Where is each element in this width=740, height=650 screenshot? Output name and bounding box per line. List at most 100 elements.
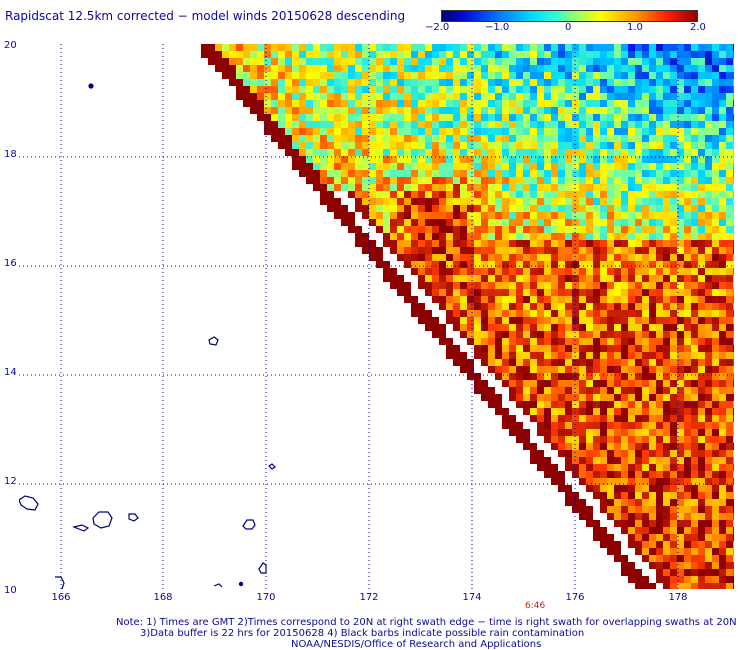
wind-cell bbox=[467, 268, 474, 275]
wind-cell bbox=[593, 121, 600, 128]
wind-cell bbox=[607, 79, 614, 86]
wind-cell bbox=[558, 177, 565, 184]
wind-cell bbox=[271, 58, 278, 65]
wind-cell bbox=[453, 184, 460, 191]
wind-cell bbox=[698, 436, 705, 443]
wind-cell bbox=[558, 79, 565, 86]
wind-cell bbox=[418, 191, 425, 198]
wind-cell bbox=[670, 394, 677, 401]
wind-cell bbox=[453, 58, 460, 65]
wind-cell bbox=[537, 345, 544, 352]
wind-cell bbox=[733, 275, 734, 282]
wind-cell bbox=[523, 289, 530, 296]
wind-cell bbox=[621, 72, 628, 79]
wind-cell bbox=[467, 254, 474, 261]
wind-cell bbox=[684, 226, 691, 233]
wind-cell bbox=[670, 205, 677, 212]
wind-cell bbox=[523, 261, 530, 268]
wind-cell bbox=[544, 282, 551, 289]
wind-cell bbox=[642, 177, 649, 184]
wind-cell bbox=[705, 415, 712, 422]
wind-cell bbox=[691, 569, 698, 576]
wind-cell bbox=[334, 121, 341, 128]
wind-cell bbox=[376, 135, 383, 142]
wind-cell bbox=[320, 156, 327, 163]
wind-cell bbox=[579, 205, 586, 212]
wind-cell bbox=[635, 394, 642, 401]
wind-cell bbox=[537, 401, 544, 408]
wind-cell bbox=[460, 324, 467, 331]
wind-cell bbox=[481, 289, 488, 296]
wind-cell bbox=[733, 86, 734, 93]
wind-cell bbox=[621, 114, 628, 121]
wind-cell bbox=[446, 275, 453, 282]
wind-cell bbox=[467, 289, 474, 296]
wind-cell bbox=[418, 282, 425, 289]
wind-cell bbox=[383, 191, 390, 198]
wind-cell bbox=[635, 170, 642, 177]
wind-cell bbox=[670, 513, 677, 520]
wind-cell bbox=[593, 107, 600, 114]
wind-cell bbox=[502, 380, 509, 387]
wind-cell bbox=[677, 191, 684, 198]
wind-cell bbox=[600, 93, 607, 100]
wind-cell bbox=[614, 366, 621, 373]
wind-cell bbox=[719, 415, 726, 422]
wind-cell bbox=[684, 65, 691, 72]
wind-cell bbox=[586, 226, 593, 233]
wind-cell bbox=[579, 373, 586, 380]
wind-cell bbox=[355, 205, 362, 212]
wind-cell bbox=[439, 240, 446, 247]
wind-cell bbox=[565, 86, 572, 93]
wind-cell bbox=[656, 268, 663, 275]
wind-cell bbox=[362, 191, 369, 198]
wind-cell bbox=[635, 114, 642, 121]
wind-cell bbox=[719, 408, 726, 415]
wind-cell bbox=[544, 219, 551, 226]
wind-cell bbox=[621, 100, 628, 107]
wind-cell bbox=[488, 170, 495, 177]
wind-cell bbox=[649, 380, 656, 387]
wind-cell bbox=[376, 198, 383, 205]
wind-cell bbox=[712, 359, 719, 366]
wind-cell bbox=[369, 86, 376, 93]
wind-cell bbox=[593, 86, 600, 93]
wind-cell bbox=[614, 114, 621, 121]
wind-cell bbox=[537, 128, 544, 135]
wind-cell bbox=[593, 415, 600, 422]
wind-cell bbox=[593, 394, 600, 401]
wind-cell bbox=[579, 331, 586, 338]
wind-cell bbox=[698, 142, 705, 149]
wind-cell bbox=[439, 65, 446, 72]
wind-cell bbox=[229, 58, 236, 65]
wind-cell bbox=[404, 247, 411, 254]
wind-cell bbox=[642, 576, 649, 583]
wind-cell bbox=[579, 226, 586, 233]
wind-cell bbox=[656, 51, 663, 58]
wind-cell bbox=[705, 408, 712, 415]
wind-cell bbox=[334, 128, 341, 135]
wind-cell bbox=[586, 443, 593, 450]
wind-cell bbox=[607, 506, 614, 513]
wind-cell bbox=[397, 184, 404, 191]
wind-cell bbox=[684, 240, 691, 247]
wind-cell bbox=[565, 121, 572, 128]
wind-cell bbox=[446, 79, 453, 86]
wind-cell bbox=[474, 128, 481, 135]
wind-cell bbox=[544, 65, 551, 72]
wind-cell bbox=[446, 317, 453, 324]
wind-cell bbox=[495, 401, 502, 408]
wind-cell bbox=[684, 562, 691, 569]
wind-cell bbox=[719, 429, 726, 436]
wind-cell bbox=[572, 499, 579, 506]
wind-cell bbox=[628, 72, 635, 79]
wind-cell bbox=[558, 121, 565, 128]
wind-cell bbox=[670, 107, 677, 114]
wind-cell bbox=[586, 366, 593, 373]
wind-cell bbox=[614, 135, 621, 142]
wind-cell bbox=[628, 373, 635, 380]
wind-cell bbox=[236, 93, 243, 100]
wind-cell bbox=[453, 65, 460, 72]
wind-cell bbox=[593, 100, 600, 107]
wind-cell bbox=[488, 149, 495, 156]
